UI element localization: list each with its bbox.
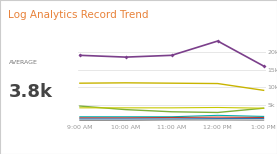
Text: 3.8k: 3.8k	[9, 83, 53, 101]
Text: AVERAGE: AVERAGE	[9, 60, 38, 65]
Text: Log Analytics Record Trend: Log Analytics Record Trend	[8, 10, 149, 20]
